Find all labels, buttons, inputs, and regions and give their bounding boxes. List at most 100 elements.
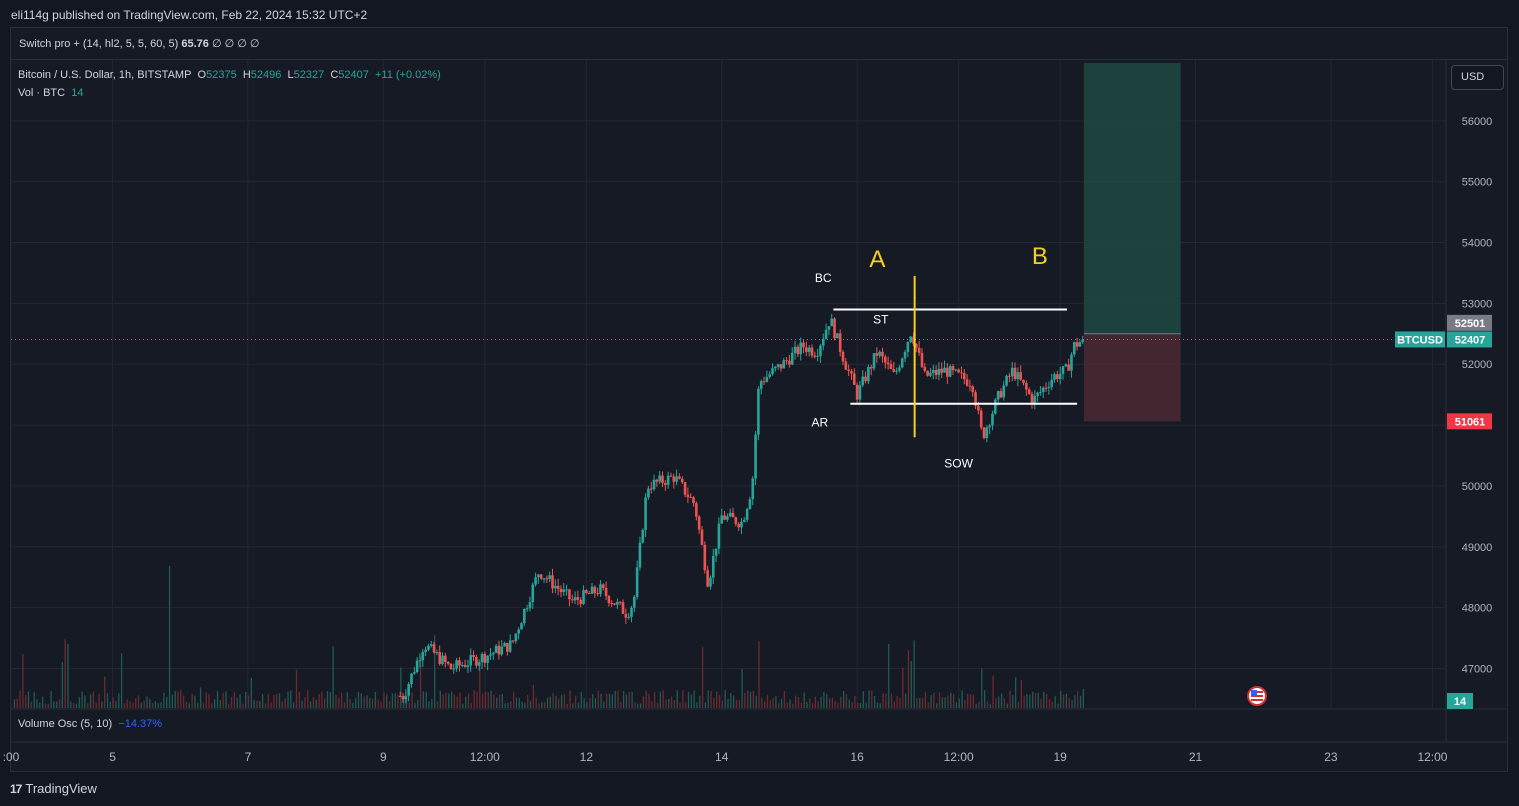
long-position-target-zone[interactable] [1083,63,1181,334]
annotation-label-ar[interactable]: AR [812,415,829,429]
annotation-label-sow[interactable]: SOW [944,457,973,471]
volume-bar [995,698,997,708]
candle-body [720,515,724,524]
volume-bar [106,693,109,708]
candle-body [621,602,625,614]
volume-bar [245,691,247,708]
candle-body [480,654,484,663]
candle-body [413,672,416,674]
volume-bar [907,650,910,708]
volume-bar [329,692,331,708]
volume-bar [504,703,506,708]
volume-bar [199,687,202,708]
volume-bar [230,696,233,708]
volume-bar [321,691,323,708]
volume-bar [146,696,148,708]
symbol-legend[interactable]: Bitcoin / U.S. Dollar, 1h, BITSTAMP O523… [18,69,441,81]
currency-button[interactable]: USD [1451,65,1504,90]
volume-bar [789,699,791,708]
annotation-label-a[interactable]: A [869,246,885,273]
low-value: 52327 [293,69,325,81]
candle-body [771,368,774,375]
candle-body [745,508,749,520]
price-axis-badge-label: 51061 [1455,416,1486,428]
volume-bar [332,646,334,708]
volume-bar [439,690,441,708]
candle-body [1081,339,1085,343]
candle-body [951,366,955,371]
volume-bar [1020,680,1022,708]
volume-bar [710,690,712,708]
candle-body [683,482,687,495]
volume-bar [256,700,258,708]
volume-bar [293,702,295,708]
candle-body [723,515,726,520]
volume-bar [631,691,633,708]
volume-bar [857,702,859,708]
volume-legend[interactable]: Vol · BTC 14 [18,87,83,99]
price-axis-badge [1447,413,1492,430]
volume-bar [938,692,941,708]
top-bar: eli114g published on TradingView.com, Fe… [0,0,1519,27]
volume-bar [992,675,994,708]
volume-bar [276,694,278,708]
indicator-legend[interactable]: Switch pro + (14, hl2, 5, 5, 60, 5) 65.7… [19,37,259,50]
volume-bar [741,668,743,708]
candle-body [782,360,786,369]
volume-bar [309,701,312,708]
volume-bar [905,693,907,708]
candle-body [404,695,408,700]
candle-body [435,652,439,654]
candle-body [576,597,580,600]
footer-brand[interactable]: 17 TradingView [10,781,97,796]
candle-body [596,593,599,595]
volume-bar [983,690,986,708]
volume-bar [414,702,416,708]
candle-body [666,475,670,485]
volume-bar [228,703,230,708]
candle-body [415,660,419,673]
candle-body [711,555,715,578]
candle-body [444,655,447,663]
volume-bar [163,692,165,708]
candle-body [689,497,693,499]
volume-bar [216,690,219,708]
volume-bar [614,690,616,708]
candle-body [446,662,450,664]
candle-body [855,384,859,400]
annotation-label-b[interactable]: B [1032,243,1048,270]
volume-bar [930,695,932,708]
volume-bar [817,701,819,708]
candle-body [644,497,647,530]
candle-body [1078,342,1082,347]
volume-bar [645,690,647,708]
volume-bar [555,695,557,708]
candle-body [537,574,540,578]
annotation-label-bc[interactable]: BC [815,271,832,285]
volume-bar [160,702,162,708]
volume-bar [281,701,284,708]
volume-osc-legend[interactable]: Volume Osc (5, 10) −14.37% [18,718,162,730]
volume-bar [851,702,853,708]
volume-bar [157,703,159,708]
volume-bar [656,702,659,708]
candle-body [864,376,867,382]
candle-body [511,640,515,642]
volume-bar [871,690,873,708]
volume-bar [425,692,427,708]
volume-bar [831,697,833,708]
volume-bar [1065,693,1068,708]
volume-bar [481,693,484,708]
long-position-stop-zone[interactable] [1083,333,1181,422]
volume-bar [402,695,405,708]
volume-bar [944,697,946,708]
volume-bar [16,698,18,708]
candle-body [697,516,701,530]
brand-name: TradingView [25,781,97,796]
volume-bar [1062,694,1065,708]
candle-body [802,342,805,348]
volume-bar [326,691,329,708]
volume-bar [955,702,958,708]
annotation-label-st[interactable]: ST [873,312,889,326]
